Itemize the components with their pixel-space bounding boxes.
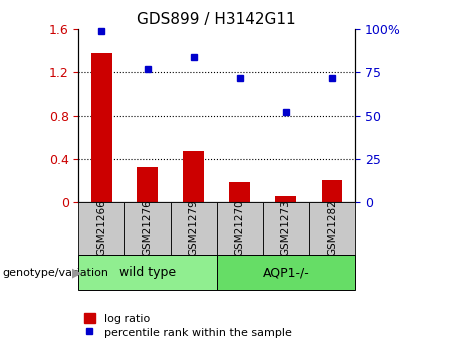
Text: GSM21266: GSM21266 xyxy=(96,199,106,256)
Legend: log ratio, percentile rank within the sample: log ratio, percentile rank within the sa… xyxy=(84,314,292,338)
Bar xyxy=(309,202,355,255)
Bar xyxy=(78,202,124,255)
Text: genotype/variation: genotype/variation xyxy=(2,268,108,277)
Text: GSM21273: GSM21273 xyxy=(281,199,291,256)
Text: AQP1-/-: AQP1-/- xyxy=(262,266,309,279)
Bar xyxy=(263,202,309,255)
Text: wild type: wild type xyxy=(119,266,176,279)
Bar xyxy=(124,202,171,255)
Text: GSM21279: GSM21279 xyxy=(189,199,199,256)
Bar xyxy=(183,151,204,202)
Bar xyxy=(78,255,217,290)
Text: GSM21276: GSM21276 xyxy=(142,199,153,256)
Bar xyxy=(275,196,296,202)
Bar xyxy=(321,180,342,202)
Text: ▶: ▶ xyxy=(72,266,82,279)
Text: GSM21270: GSM21270 xyxy=(235,199,245,256)
Bar xyxy=(217,255,355,290)
Text: GSM21282: GSM21282 xyxy=(327,199,337,256)
Bar xyxy=(229,183,250,202)
Bar xyxy=(91,53,112,202)
Bar xyxy=(137,167,158,202)
Title: GDS899 / H3142G11: GDS899 / H3142G11 xyxy=(137,12,296,27)
Bar xyxy=(171,202,217,255)
Bar xyxy=(217,202,263,255)
